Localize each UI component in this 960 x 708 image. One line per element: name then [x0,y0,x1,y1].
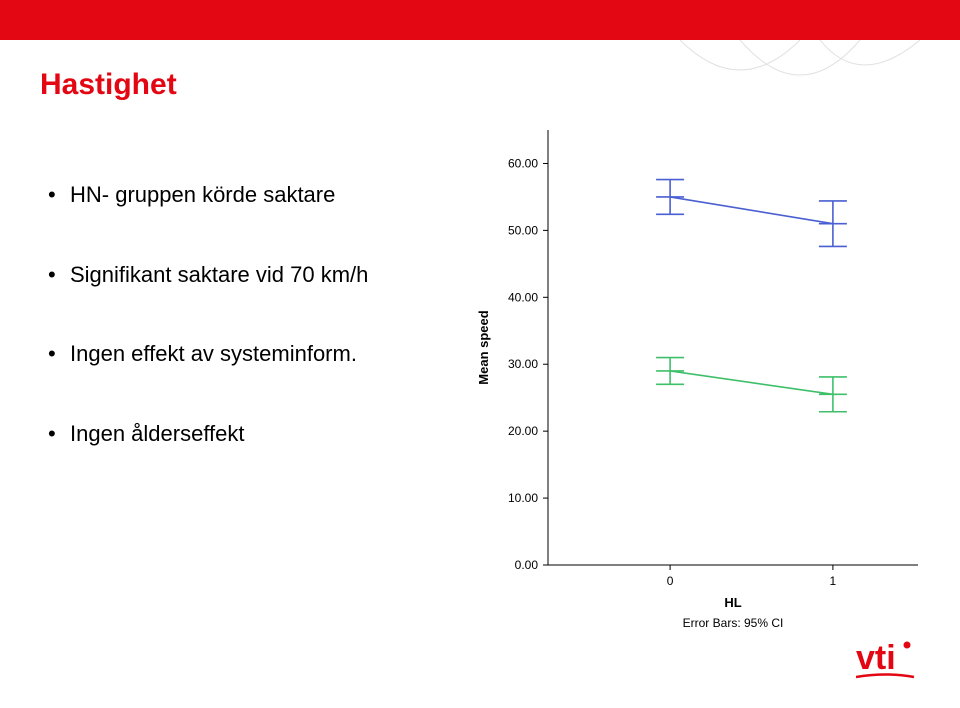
header-bar [0,0,960,40]
svg-text:10.00: 10.00 [508,491,538,505]
mean-speed-chart: 0.00 10.00 20.00 30.00 40.00 50.00 60.00 Mean s… [470,120,940,640]
bullet-item: Ingen ålderseffekt [48,419,428,449]
svg-text:50.00: 50.00 [508,223,538,237]
bullet-item: Signifikant saktare vid 70 km/h [48,260,428,290]
chart-container: 0.00 10.00 20.00 30.00 40.00 50.00 60.00 Mean s… [470,120,940,640]
svg-text:40.00: 40.00 [508,290,538,304]
bullet-item: Ingen effekt av systeminform. [48,339,428,369]
svg-text:30.00: 30.00 [508,357,538,371]
svg-text:Mean speed: Mean speed [476,310,491,384]
logo-dot [904,642,911,649]
svg-text:0.00: 0.00 [515,558,539,572]
svg-text:HL: HL [724,595,741,610]
bullet-item: HN- gruppen körde saktare [48,180,428,210]
page-title: Hastighet [40,68,177,102]
svg-text:Error Bars: 95% CI: Error Bars: 95% CI [683,616,784,630]
logo-text: vti [856,639,896,677]
vti-logo-svg: vti [856,637,926,681]
svg-text:60.00: 60.00 [508,156,538,170]
vti-logo: vti [856,637,926,686]
svg-text:0: 0 [667,574,674,588]
bullet-list: HN- gruppen körde saktare Signifikant sa… [48,180,428,499]
svg-text:20.00: 20.00 [508,424,538,438]
svg-text:1: 1 [830,574,837,588]
